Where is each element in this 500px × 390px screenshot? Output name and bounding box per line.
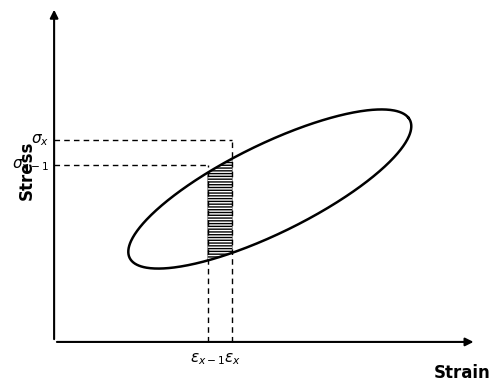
Text: $\sigma_{x-1}$: $\sigma_{x-1}$: [12, 158, 49, 173]
Text: Stress: Stress: [18, 141, 36, 200]
Text: $\varepsilon_x$: $\varepsilon_x$: [224, 351, 240, 367]
Text: $\sigma_x$: $\sigma_x$: [30, 132, 48, 148]
Text: $\varepsilon_{x-1}$: $\varepsilon_{x-1}$: [190, 351, 226, 367]
Text: Strain: Strain: [434, 364, 491, 382]
